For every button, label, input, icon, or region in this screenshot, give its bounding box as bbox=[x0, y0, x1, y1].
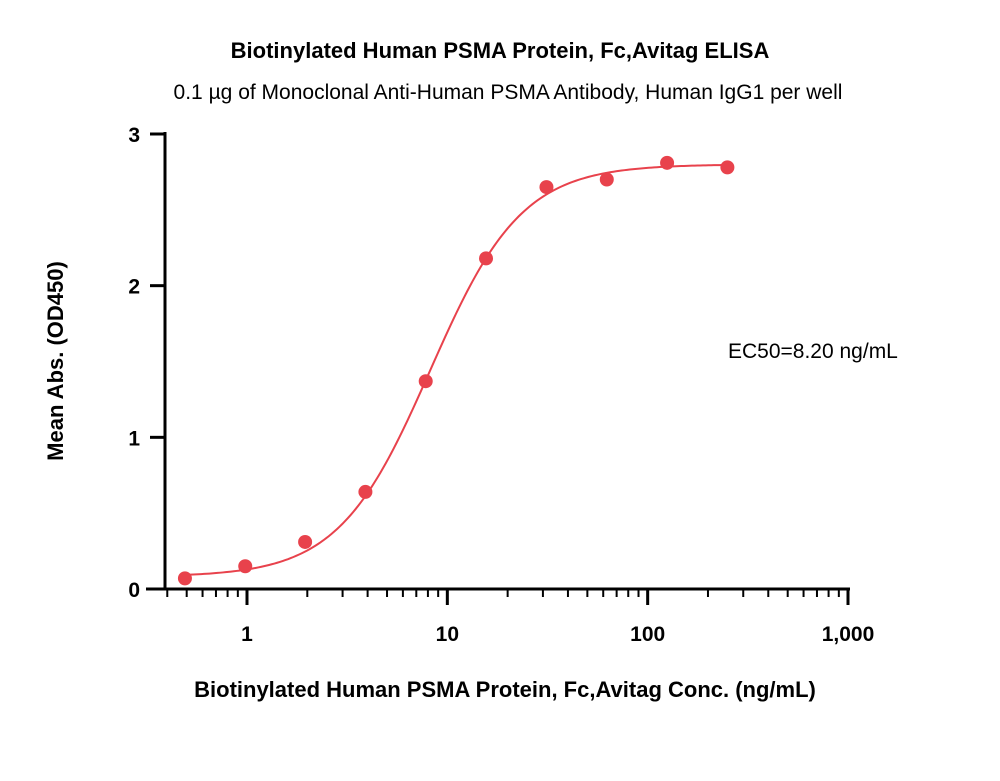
x-tick-label: 1,000 bbox=[822, 623, 875, 646]
data-point bbox=[539, 180, 554, 195]
y-axis: 0 1 2 3 bbox=[128, 124, 167, 602]
data-point bbox=[298, 534, 313, 549]
chart-title: Biotinylated Human PSMA Protein, Fc,Avit… bbox=[231, 38, 770, 63]
fit-curve bbox=[184, 163, 728, 576]
ec50-annotation: EC50=8.20 ng/mL bbox=[728, 340, 898, 363]
y-tick-label: 3 bbox=[128, 124, 140, 147]
data-point bbox=[660, 155, 675, 170]
y-axis-label: Mean Abs. (OD450) bbox=[43, 261, 68, 461]
data-point bbox=[479, 251, 494, 266]
x-tick-label: 1 bbox=[241, 623, 253, 646]
data-point bbox=[177, 571, 192, 586]
data-point bbox=[720, 160, 735, 175]
y-tick-label: 0 bbox=[128, 579, 140, 602]
x-ticks: 1 10 100 1,000 bbox=[166, 589, 875, 646]
data-points bbox=[177, 155, 735, 586]
y-tick-label: 2 bbox=[128, 276, 140, 299]
data-point bbox=[358, 484, 373, 499]
data-point bbox=[238, 559, 253, 574]
y-ticks: 0 1 2 3 bbox=[128, 124, 165, 602]
y-tick-label: 1 bbox=[128, 427, 140, 450]
data-point bbox=[599, 172, 614, 187]
x-tick-label: 10 bbox=[436, 623, 459, 646]
x-axis-label: Biotinylated Human PSMA Protein, Fc,Avit… bbox=[194, 677, 816, 702]
x-tick-label: 100 bbox=[630, 623, 665, 646]
data-point bbox=[418, 374, 433, 389]
chart-subtitle: 0.1 µg of Monoclonal Anti-Human PSMA Ant… bbox=[174, 81, 843, 104]
x-axis: 1 10 100 1,000 bbox=[146, 587, 875, 646]
